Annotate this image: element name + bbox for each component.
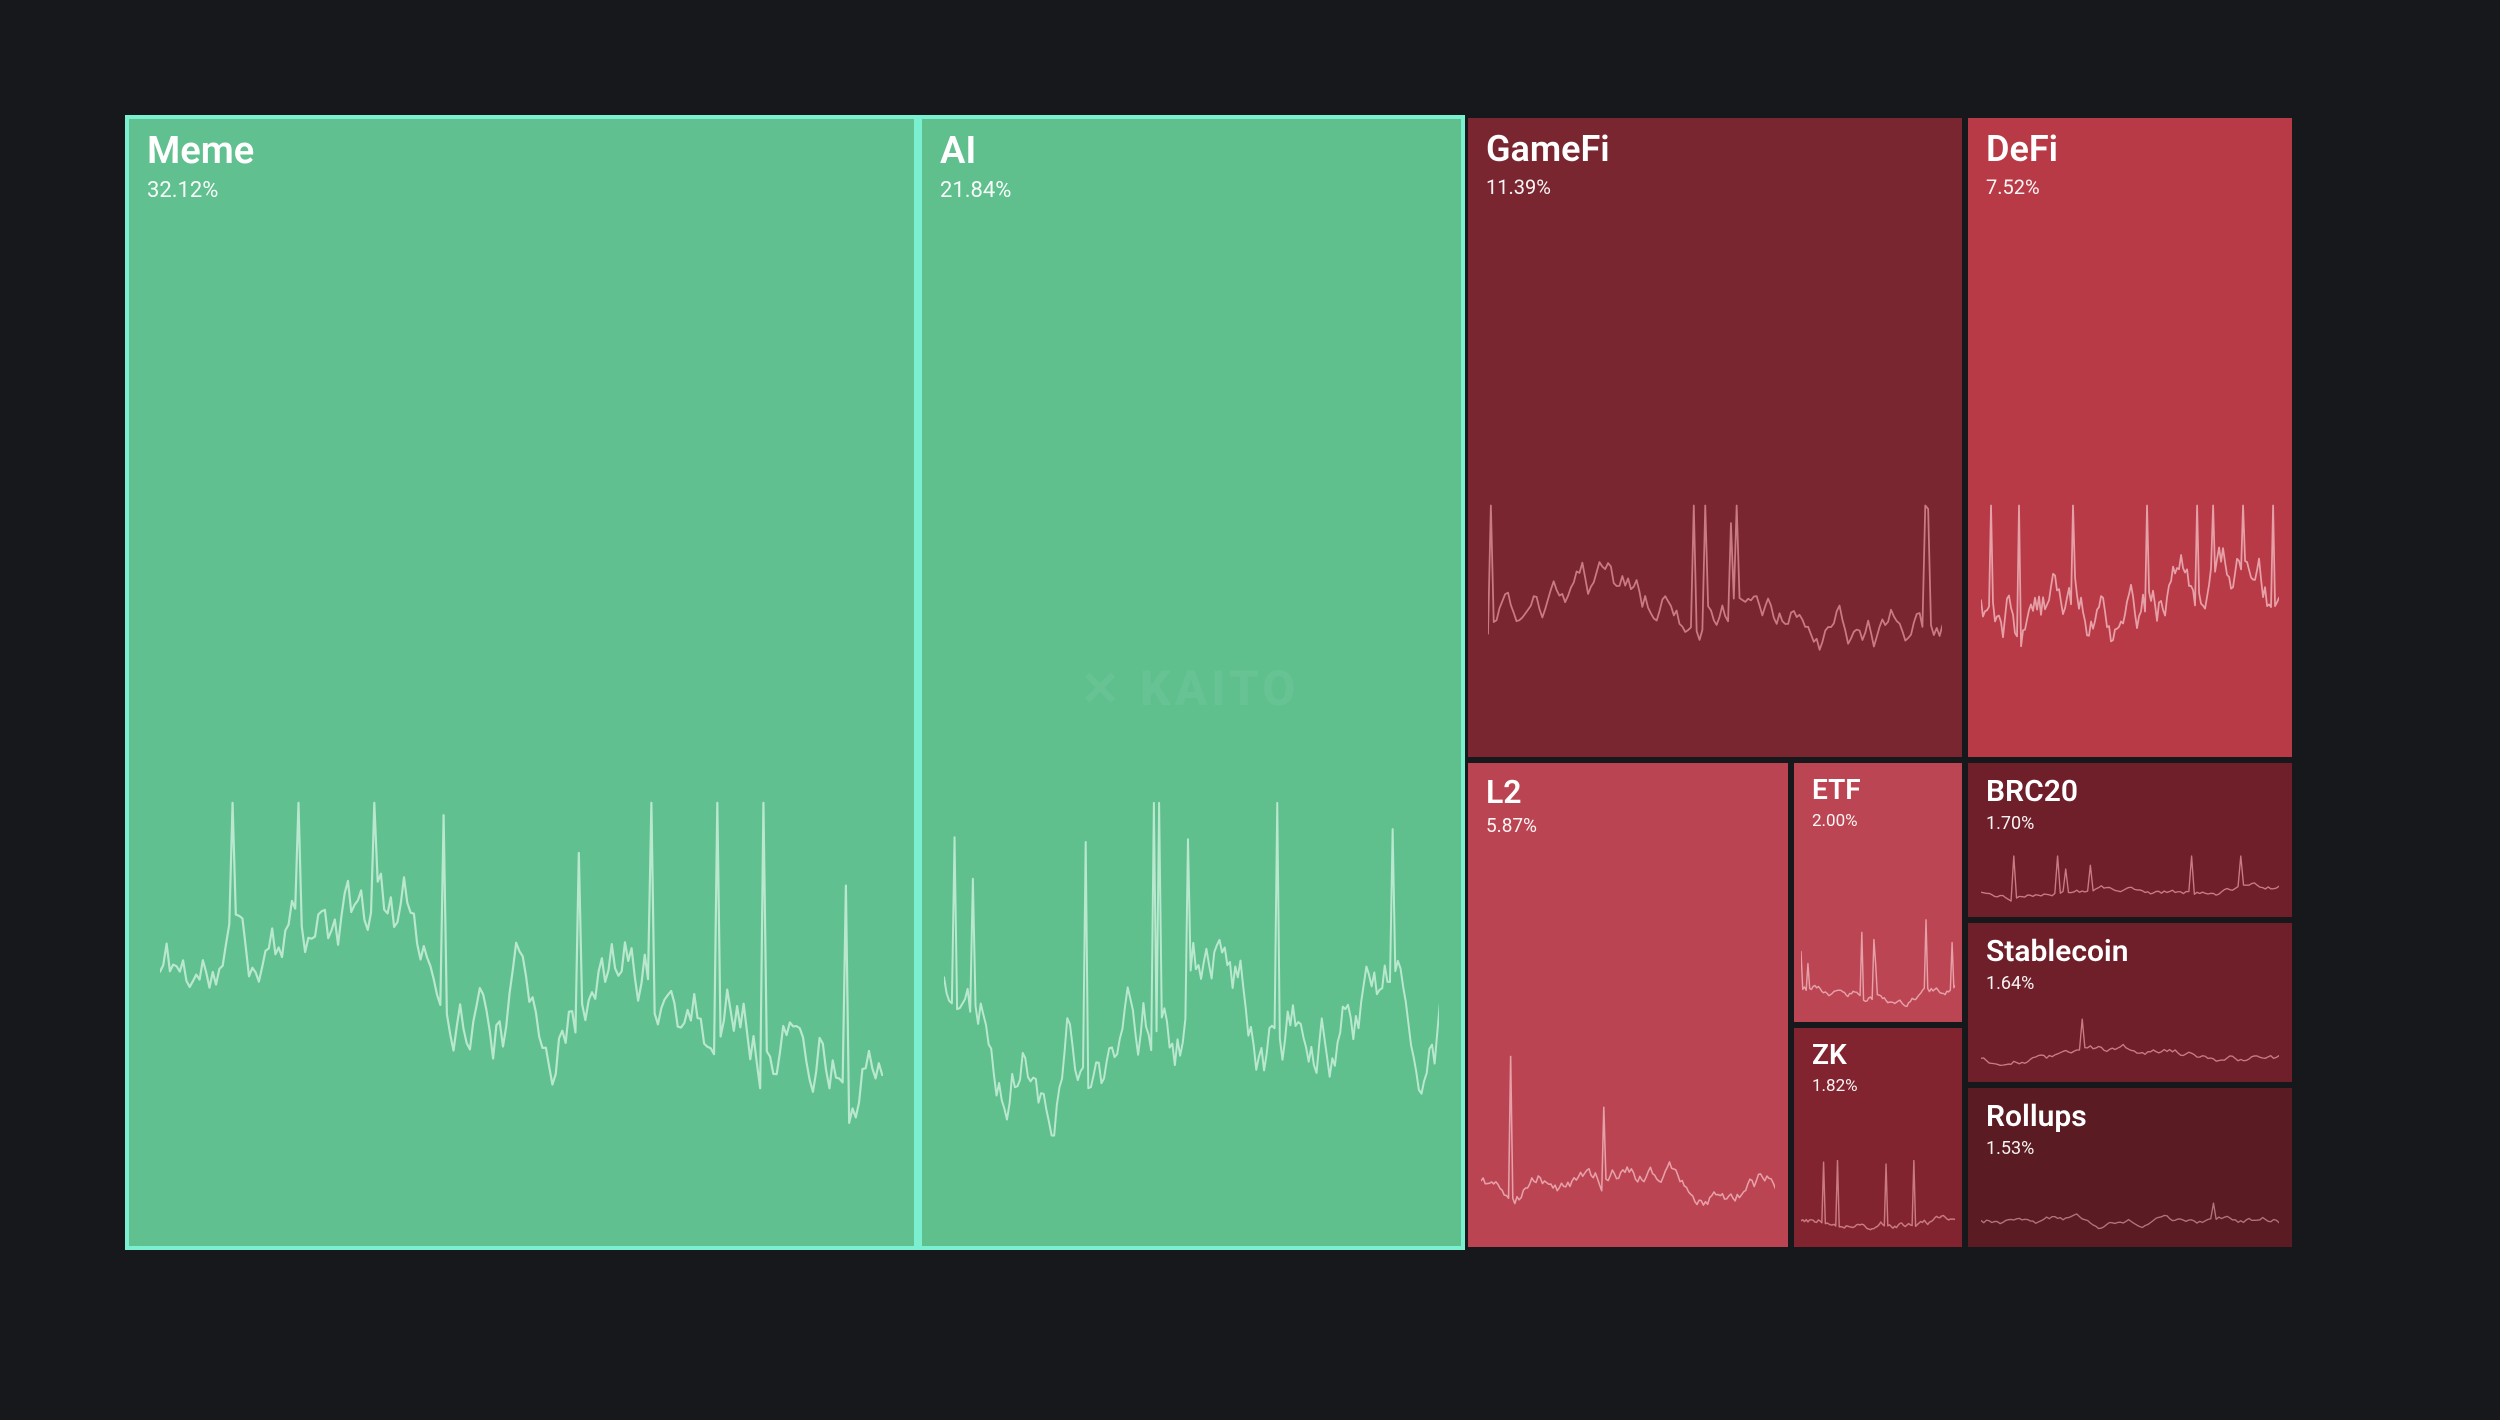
- cell-label: L2 5.87%: [1486, 775, 1537, 837]
- cell-title: Meme: [147, 131, 254, 173]
- cell-label: Rollups 1.53%: [1986, 1100, 2087, 1159]
- cell-title: L2: [1486, 775, 1537, 810]
- treemap-cell-rollups[interactable]: Rollups 1.53%: [1965, 1085, 2295, 1250]
- cell-percent: 1.64%: [1986, 974, 2129, 994]
- cell-percent: 1.70%: [1986, 814, 2078, 834]
- sparkline: [160, 795, 882, 1189]
- cell-title: Stablecoin: [1986, 935, 2129, 968]
- treemap-cell-stablecoin[interactable]: Stablecoin 1.64%: [1965, 920, 2295, 1085]
- cell-title: ZK: [1812, 1040, 1858, 1071]
- sparkline: [1981, 855, 2279, 909]
- treemap-cell-meme[interactable]: Meme 32.12%: [125, 115, 918, 1250]
- sparkline: [1981, 1018, 2279, 1074]
- treemap-cell-brc20[interactable]: BRC20 1.70%: [1965, 760, 2295, 920]
- cell-title: GameFi: [1486, 130, 1610, 170]
- sparkline: [1488, 501, 1942, 725]
- sparkline: [1981, 1183, 2279, 1239]
- cell-label: BRC20 1.70%: [1986, 775, 2078, 834]
- sparkline: [1801, 918, 1956, 1009]
- sparkline: [944, 795, 1440, 1189]
- cell-label: AI 21.84%: [940, 131, 1011, 203]
- cell-title: AI: [940, 131, 1011, 173]
- cell-title: Rollups: [1986, 1100, 2087, 1133]
- cell-percent: 11.39%: [1486, 176, 1610, 198]
- cell-label: GameFi 11.39%: [1486, 130, 1610, 198]
- cell-percent: 32.12%: [147, 179, 254, 203]
- stage: Meme 32.12% AI 21.84% GameFi 11.39% DeFi 7.52% L…: [0, 0, 2500, 1420]
- sparkline: [1801, 1159, 1956, 1236]
- cell-percent: 21.84%: [940, 179, 1011, 203]
- cell-percent: 1.53%: [1986, 1139, 2087, 1159]
- sparkline: [1481, 1053, 1775, 1222]
- cell-label: ETF 2.00%: [1812, 775, 1861, 830]
- sparkline: [1981, 501, 2279, 725]
- treemap-cell-l2[interactable]: L2 5.87%: [1465, 760, 1791, 1250]
- treemap-cell-ai[interactable]: AI 21.84%: [918, 115, 1465, 1250]
- treemap-container: Meme 32.12% AI 21.84% GameFi 11.39% DeFi 7.52% L…: [125, 115, 2295, 1250]
- cell-percent: 2.00%: [1812, 812, 1861, 831]
- cell-label: Meme 32.12%: [147, 131, 254, 203]
- cell-label: Stablecoin 1.64%: [1986, 935, 2129, 994]
- cell-title: ETF: [1812, 775, 1861, 806]
- cell-label: ZK 1.82%: [1812, 1040, 1858, 1095]
- cell-title: DeFi: [1986, 130, 2058, 170]
- treemap-cell-gamefi[interactable]: GameFi 11.39%: [1465, 115, 1965, 760]
- cell-percent: 7.52%: [1986, 176, 2058, 198]
- cell-percent: 5.87%: [1486, 816, 1537, 837]
- treemap-cell-etf[interactable]: ETF 2.00%: [1791, 760, 1965, 1025]
- cell-label: DeFi 7.52%: [1986, 130, 2058, 198]
- cell-title: BRC20: [1986, 775, 2078, 808]
- treemap-cell-defi[interactable]: DeFi 7.52%: [1965, 115, 2295, 760]
- treemap-cell-zk[interactable]: ZK 1.82%: [1791, 1025, 1965, 1250]
- cell-percent: 1.82%: [1812, 1077, 1858, 1096]
